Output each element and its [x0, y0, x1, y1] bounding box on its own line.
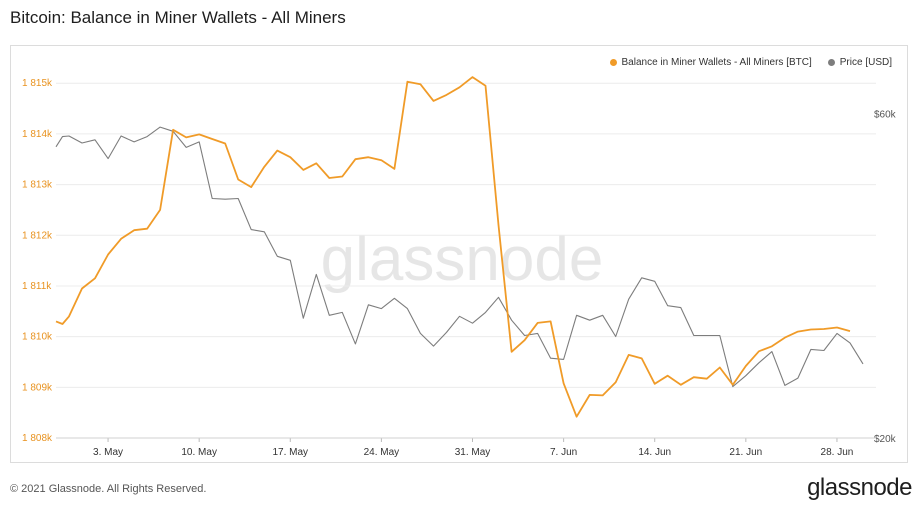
series-line-balance: [55, 76, 851, 418]
footer-logo: glassnode: [807, 474, 912, 501]
y-left-tick-label: 1 814k: [22, 129, 53, 140]
y-left-tick-label: 1 812k: [22, 230, 53, 241]
series-line-price: [55, 126, 864, 388]
chart-frame: [10, 45, 908, 463]
y-left-tick-label: 1 815k: [22, 78, 53, 89]
x-tick-label: 17. May: [272, 447, 308, 458]
y-right-tick-label: $60k: [874, 110, 897, 121]
legend-item-balance[interactable]: Balance in Miner Wallets - All Miners [B…: [609, 57, 812, 68]
legend-label-price: Price [USD]: [839, 57, 892, 68]
y-left-tick-label: 1 813k: [22, 180, 53, 191]
footer-copyright: © 2021 Glassnode. All Rights Reserved.: [10, 483, 207, 495]
y-left-tick-label: 1 810k: [22, 332, 53, 343]
x-tick-label: 3. May: [93, 447, 123, 458]
chart-legend: Balance in Miner Wallets - All Miners [B…: [609, 57, 892, 68]
x-tick-label: 10. May: [181, 447, 217, 458]
x-tick-label: 31. May: [455, 447, 491, 458]
y-left-tick-label: 1 811k: [22, 281, 52, 292]
legend-dot-balance-icon: [609, 59, 617, 66]
y-left-tick-label: 1 809k: [22, 382, 53, 393]
legend-label-balance: Balance in Miner Wallets - All Miners [B…: [621, 57, 812, 68]
y-left-tick-label: 1 808k: [22, 433, 53, 444]
chart-title: Bitcoin: Balance in Miner Wallets - All …: [10, 8, 346, 27]
y-right-tick-label: $20k: [874, 434, 897, 445]
x-tick-label: 24. May: [364, 447, 400, 458]
x-tick-label: 7. Jun: [550, 447, 577, 458]
x-tick-label: 14. Jun: [638, 447, 671, 458]
legend-dot-price-icon: [827, 59, 835, 66]
x-tick-label: 21. Jun: [729, 447, 762, 458]
legend-item-price[interactable]: Price [USD]: [827, 57, 892, 68]
x-tick-label: 28. Jun: [821, 447, 854, 458]
watermark-text: glassnode: [321, 225, 604, 294]
